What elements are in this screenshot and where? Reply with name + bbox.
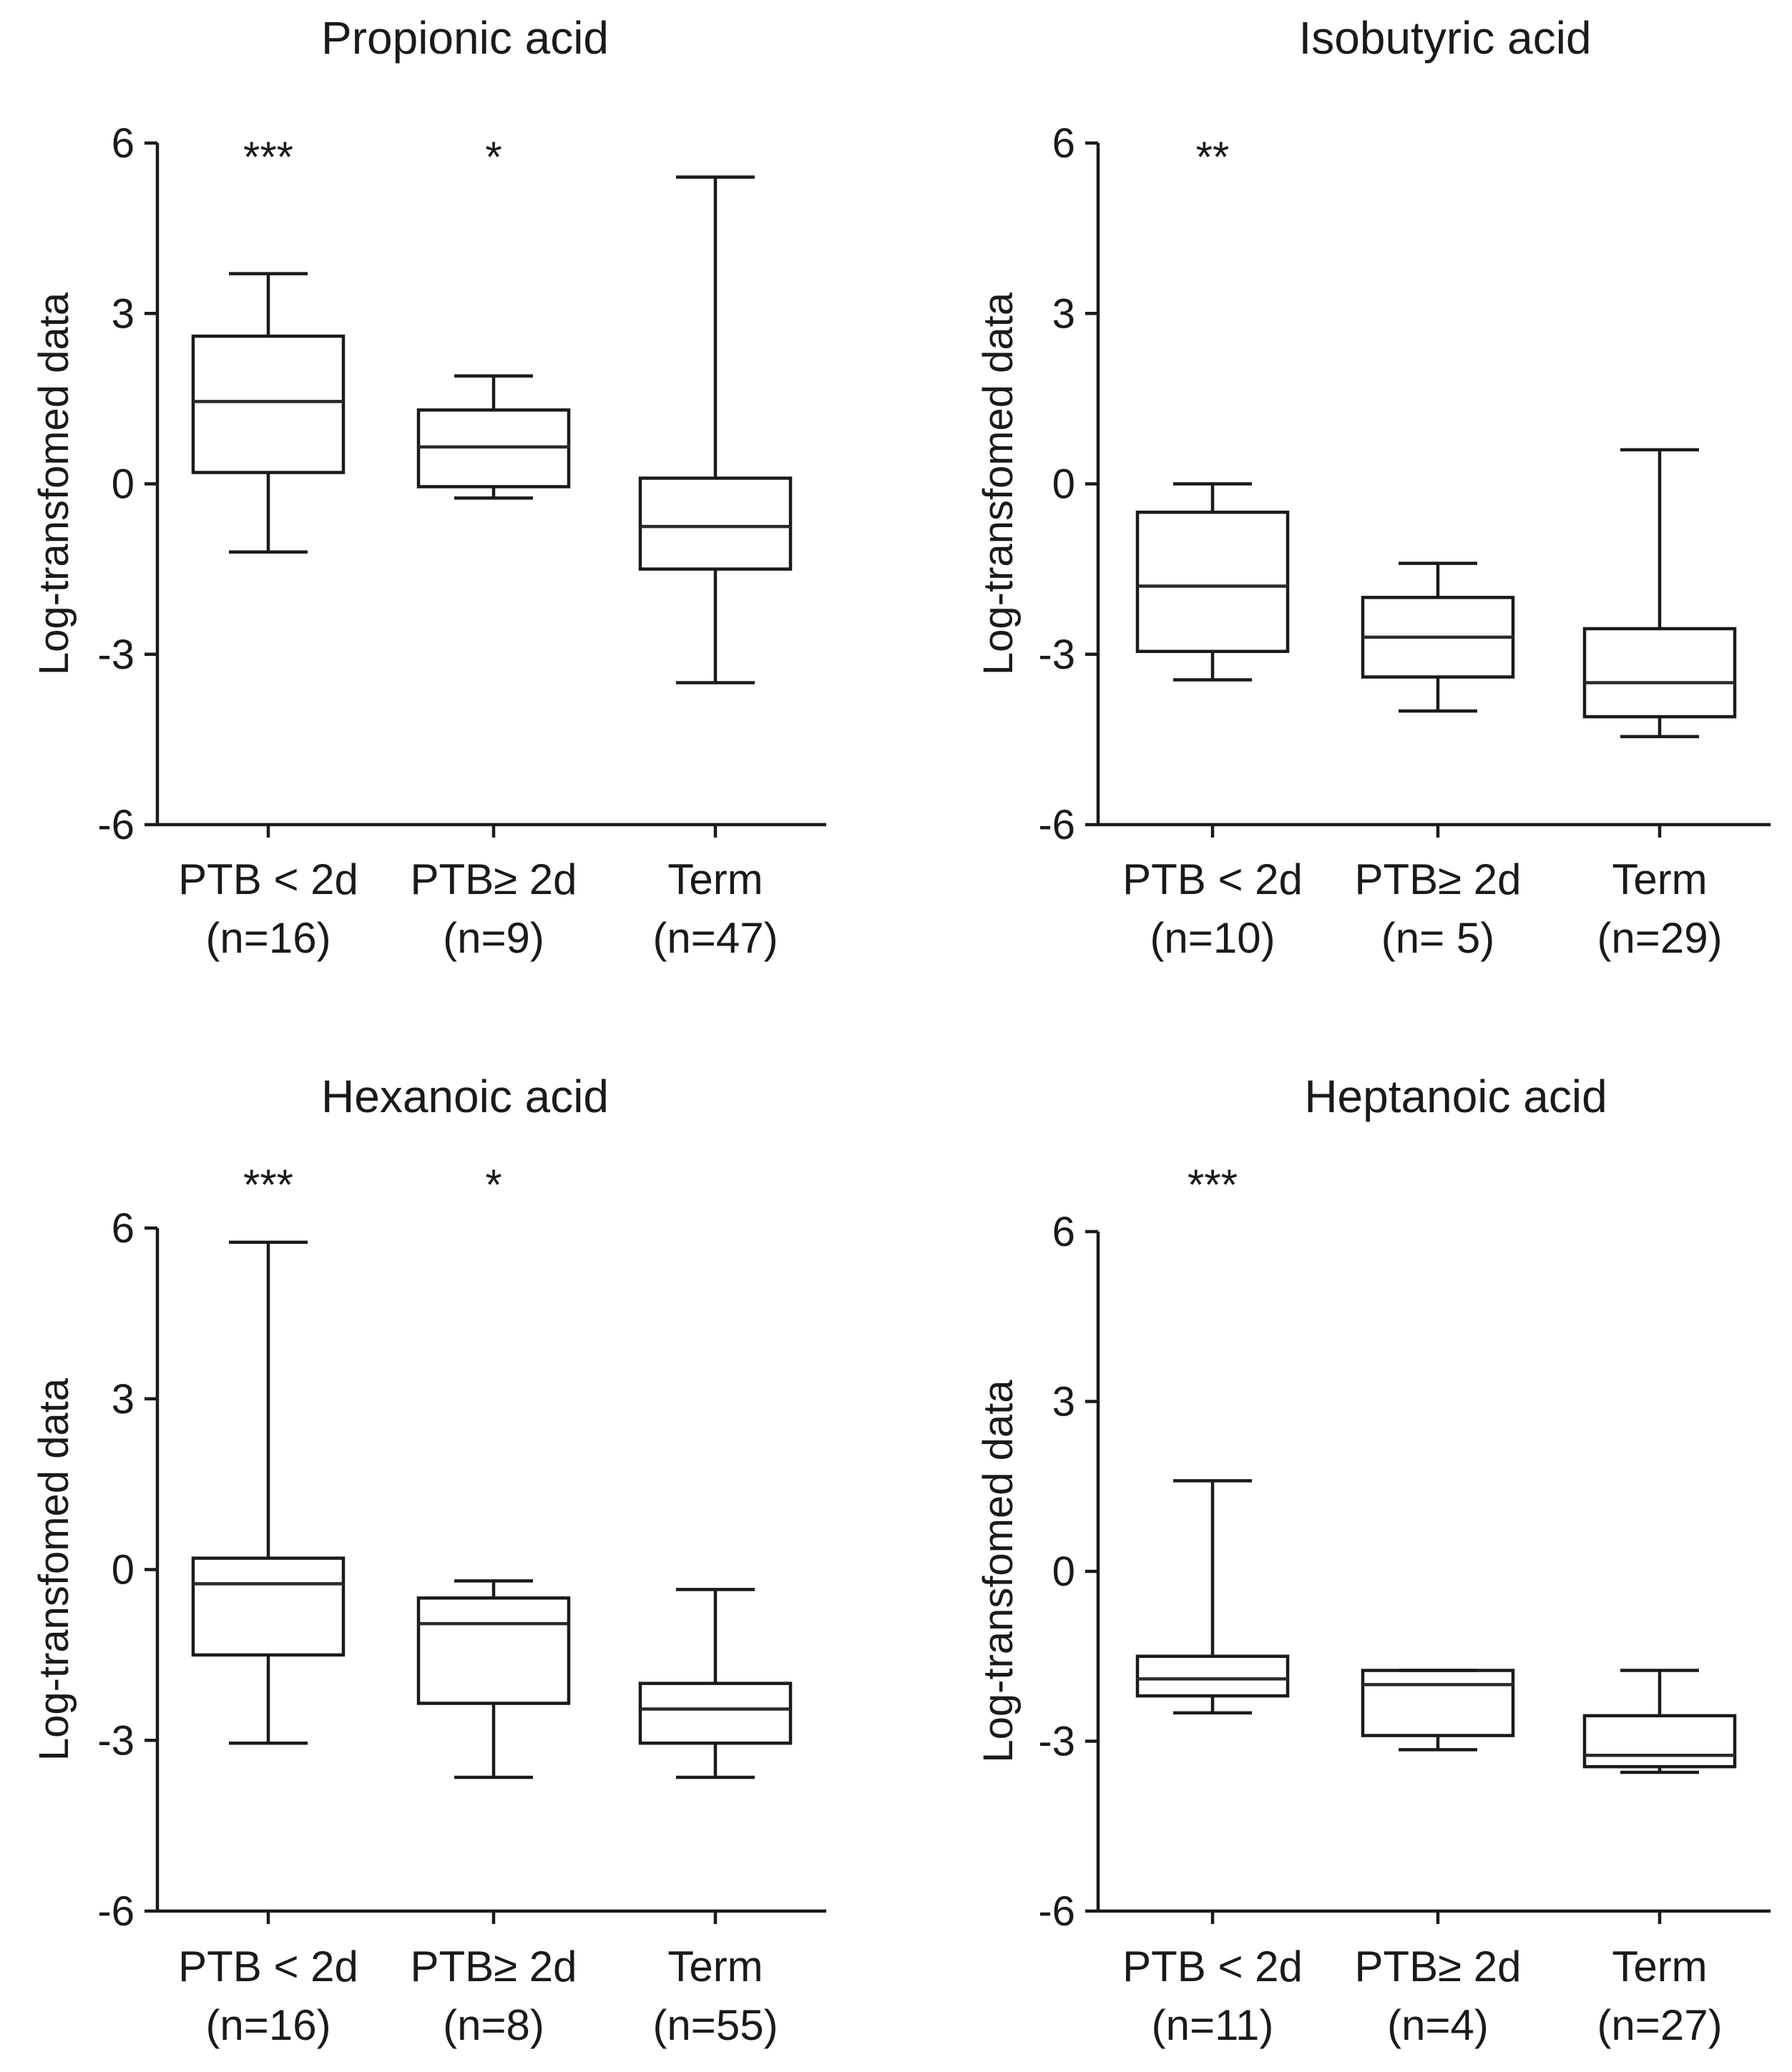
box (1361, 1669, 1515, 1737)
y-tick-label: 0 (112, 1547, 134, 1594)
box (638, 1681, 793, 1745)
category-label: PTB≥ 2d (410, 855, 577, 903)
box-group: *** PTB < 2d (n=11) (1122, 1161, 1303, 2049)
n-label: (n=27) (1597, 2001, 1722, 2049)
n-label: (n=11) (1152, 2001, 1274, 2049)
box (191, 1556, 346, 1657)
chart-panel: Isobutyric acid 6 3 0 -3 -6 Log-transfomed dat… (975, 12, 1771, 962)
n-label: (n=55) (652, 2001, 778, 2049)
y-tick-label: -3 (1038, 632, 1075, 678)
box-group: PTB≥ 2d (n=4) (1354, 1669, 1522, 2049)
y-tick-label: -3 (1038, 1719, 1075, 1765)
n-label: (n=8) (443, 2001, 544, 2049)
y-tick-label: 6 (112, 1205, 134, 1252)
box (1582, 627, 1737, 719)
y-tick-label: 0 (112, 461, 134, 508)
category-label: Term (667, 1943, 763, 1990)
significance-label: *** (243, 1161, 293, 1209)
box-group: *** PTB < 2d (n=16) (178, 1161, 358, 2049)
chart-panel: Heptanoic acid 6 3 0 -3 -6 Log-transfomed data… (975, 1071, 1771, 2049)
box-group: ** PTB < 2d (n=10) (1122, 133, 1303, 962)
y-tick-label: 0 (1052, 1548, 1075, 1595)
n-label: (n= 5) (1381, 914, 1494, 962)
box-group: * PTB≥ 2d (n=8) (410, 1161, 577, 2049)
category-label: PTB < 2d (1122, 855, 1303, 903)
box (416, 1596, 571, 1705)
box (191, 334, 346, 474)
y-tick-label: 3 (112, 1376, 134, 1423)
significance-label: ** (1196, 133, 1230, 181)
chart-title: Isobutyric acid (1298, 12, 1591, 64)
box-group: Term (n=47) (638, 175, 793, 962)
y-tick-label: -3 (97, 1717, 134, 1764)
y-axis-label: Log-transfomed data (31, 292, 77, 675)
category-label: PTB < 2d (178, 855, 358, 903)
chart-title: Hexanoic acid (321, 1071, 609, 1122)
n-label: (n=47) (652, 914, 778, 962)
y-tick-label: -6 (97, 802, 134, 848)
box (1135, 1654, 1290, 1698)
y-tick-label: 3 (1052, 1379, 1075, 1425)
n-label: (n=9) (443, 914, 544, 962)
y-tick-label: -6 (1038, 1888, 1075, 1935)
y-tick-label: 3 (1052, 290, 1075, 337)
y-tick-label: -6 (1038, 802, 1075, 848)
box-group: Term (n=27) (1582, 1669, 1737, 2049)
category-label: PTB≥ 2d (1354, 1943, 1521, 1990)
chart-title: Heptanoic acid (1304, 1071, 1607, 1122)
chart-panel: Hexanoic acid 6 3 0 -3 -6 Log-transfomed data *… (31, 1071, 826, 2049)
category-label: Term (1612, 1943, 1707, 1990)
category-label: PTB < 2d (178, 1943, 358, 1990)
y-axis-label: Log-transfomed data (31, 1378, 77, 1761)
n-label: (n=16) (205, 2001, 331, 2049)
y-axis-label: Log-transfomed data (975, 292, 1022, 675)
box (638, 476, 793, 571)
y-tick-label: -3 (97, 632, 134, 678)
n-label: (n=10) (1150, 914, 1275, 962)
category-label: PTB < 2d (1122, 1943, 1303, 1990)
box-group: PTB≥ 2d (n= 5) (1354, 561, 1522, 962)
box-group: *** PTB < 2d (n=16) (178, 133, 358, 962)
box-group: * PTB≥ 2d (n=9) (410, 133, 577, 962)
chart-panel: Propionic acid 6 3 0 -3 -6 Log-transfomed data… (31, 12, 826, 962)
y-tick-label: -6 (97, 1888, 134, 1935)
n-label: (n=29) (1597, 914, 1722, 962)
box (1582, 1714, 1737, 1769)
category-label: Term (667, 855, 763, 903)
y-tick-label: 3 (112, 290, 134, 337)
box-group: Term (n=55) (638, 1588, 793, 2049)
chart-title: Propionic acid (321, 12, 609, 64)
significance-label: *** (243, 133, 293, 181)
significance-label: *** (1188, 1161, 1238, 1209)
y-axis-label: Log-transfomed data (975, 1380, 1022, 1763)
y-tick-label: 6 (1052, 1209, 1075, 1255)
n-label: (n=16) (205, 914, 331, 962)
category-label: Term (1612, 855, 1707, 903)
significance-label: * (485, 133, 501, 181)
box-group: Term (n=29) (1582, 448, 1737, 962)
category-label: PTB≥ 2d (410, 1943, 577, 1990)
category-label: PTB≥ 2d (1354, 855, 1521, 903)
y-tick-label: 6 (112, 120, 134, 167)
n-label: (n=4) (1387, 2001, 1489, 2049)
box (1135, 510, 1290, 654)
y-tick-label: 0 (1052, 461, 1075, 508)
y-tick-label: 6 (1052, 120, 1075, 167)
significance-label: * (485, 1161, 501, 1209)
